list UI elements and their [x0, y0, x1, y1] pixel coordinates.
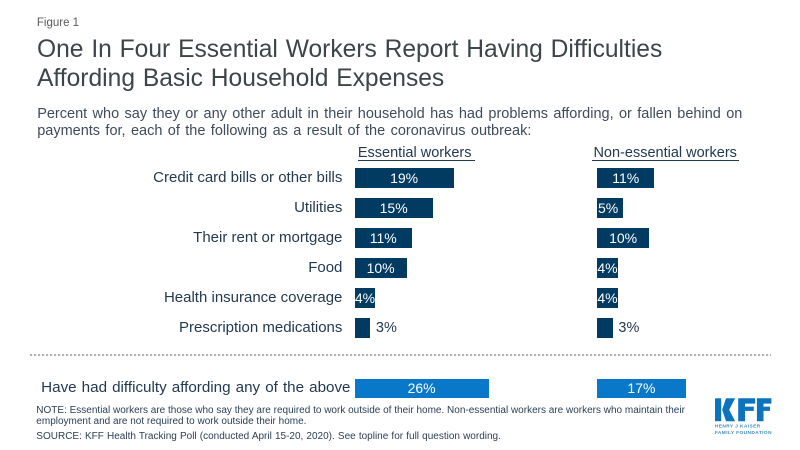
svg-text:HENRY J KAISER: HENRY J KAISER — [715, 424, 761, 430]
svg-text:FAMILY FOUNDATION: FAMILY FOUNDATION — [715, 430, 772, 435]
